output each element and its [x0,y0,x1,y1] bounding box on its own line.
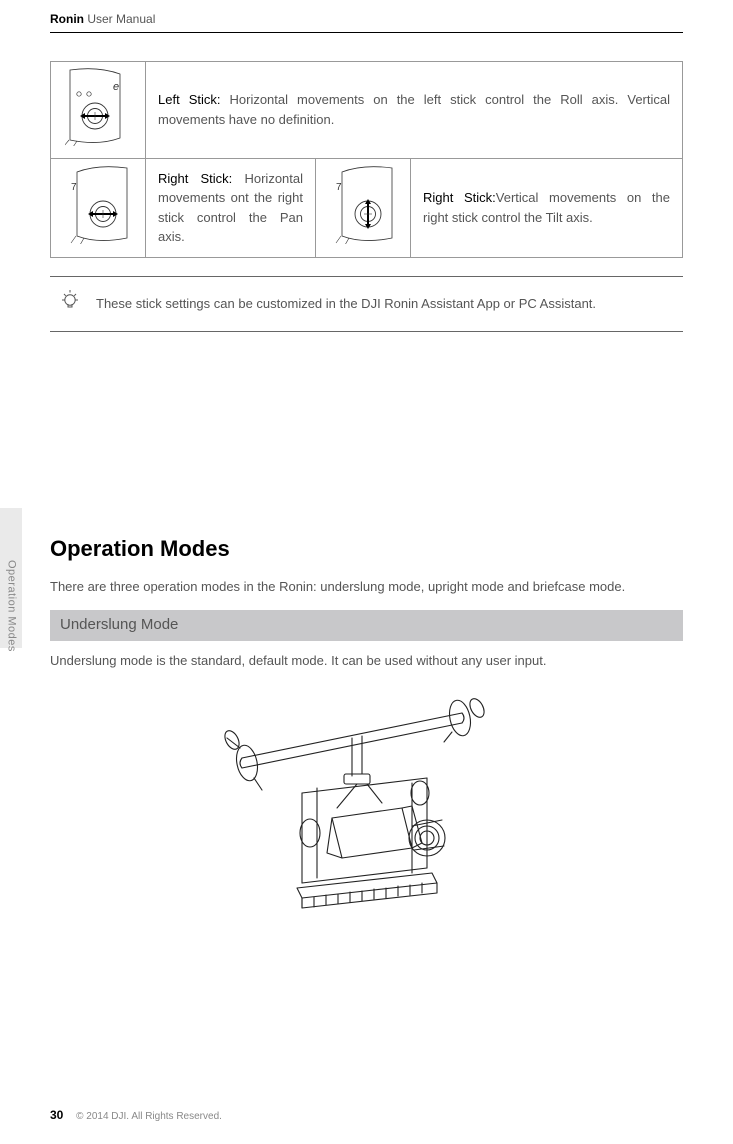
stick-description-cell: Left Stick: Horizontal movements on the … [146,62,683,159]
stick-label: Left Stick: [158,92,220,107]
lightbulb-icon [60,289,80,319]
stick-label: Right Stick: [158,171,232,186]
stick-diagram-cell: 7 [316,158,411,257]
sticks-table: e Left Stick: Horizontal movements on th… [50,61,683,258]
left-stick-icon: e [65,68,131,146]
right-stick-tilt-icon: 7 [330,166,396,244]
page-footer: 30 © 2014 DJI. All Rights Reserved. [50,1106,222,1124]
stick-description-cell: Right Stick:Vertical movements on the ri… [411,158,683,257]
stick-description-cell: Right Stick: Horizontal movements ont th… [146,158,316,257]
header-product: Ronin [50,12,84,26]
stick-diagram-cell: 7 [51,158,146,257]
body-text: Underslung mode is the standard, default… [50,651,683,671]
svg-text:7: 7 [71,182,77,193]
page-content: Ronin User Manual e [0,0,733,1144]
subheading: Underslung Mode [50,610,683,641]
intro-text: There are three operation modes in the R… [50,577,683,597]
tip-text: These stick settings can be customized i… [96,294,596,314]
stick-label: Right Stick: [423,190,496,205]
table-row: 7 Right Stick: Horizontal movements ont … [51,158,683,257]
tip-box: These stick settings can be customized i… [50,276,683,332]
svg-text:7: 7 [336,182,342,193]
stick-text: Horizontal movements on the left stick c… [158,92,670,127]
stick-diagram-cell: e [51,62,146,159]
copyright: © 2014 DJI. All Rights Reserved. [76,1111,222,1122]
header-rest: User Manual [84,12,155,26]
page-number: 30 [50,1108,63,1122]
svg-text:e: e [113,81,119,93]
section-heading: Operation Modes [50,532,683,565]
page-header: Ronin User Manual [50,10,683,33]
gimbal-icon [202,698,532,958]
right-stick-pan-icon: 7 [65,166,131,244]
gimbal-figure [50,698,683,964]
table-row: e Left Stick: Horizontal movements on th… [51,62,683,159]
